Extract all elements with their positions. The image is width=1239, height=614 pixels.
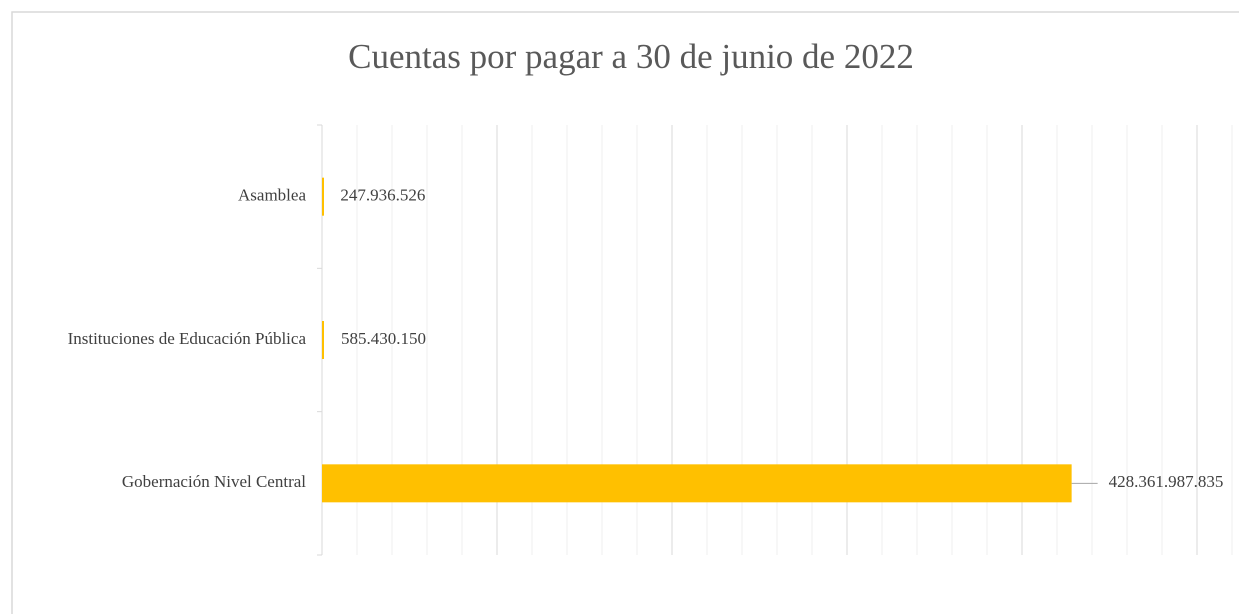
data-label: 428.361.987.835 (1109, 472, 1224, 491)
y-tick-label: Asamblea (238, 186, 306, 205)
y-tick-label: Gobernación Nivel Central (122, 472, 306, 491)
chart-title: Cuentas por pagar a 30 de junio de 2022 (348, 37, 914, 76)
bar (322, 321, 324, 359)
y-tick-label: Instituciones de Educación Pública (68, 329, 307, 348)
bar (322, 177, 324, 216)
data-label: 247.936.526 (340, 186, 425, 205)
data-label: 585.430.150 (341, 329, 426, 348)
chart-border (11, 11, 1239, 614)
bar (322, 464, 1072, 503)
